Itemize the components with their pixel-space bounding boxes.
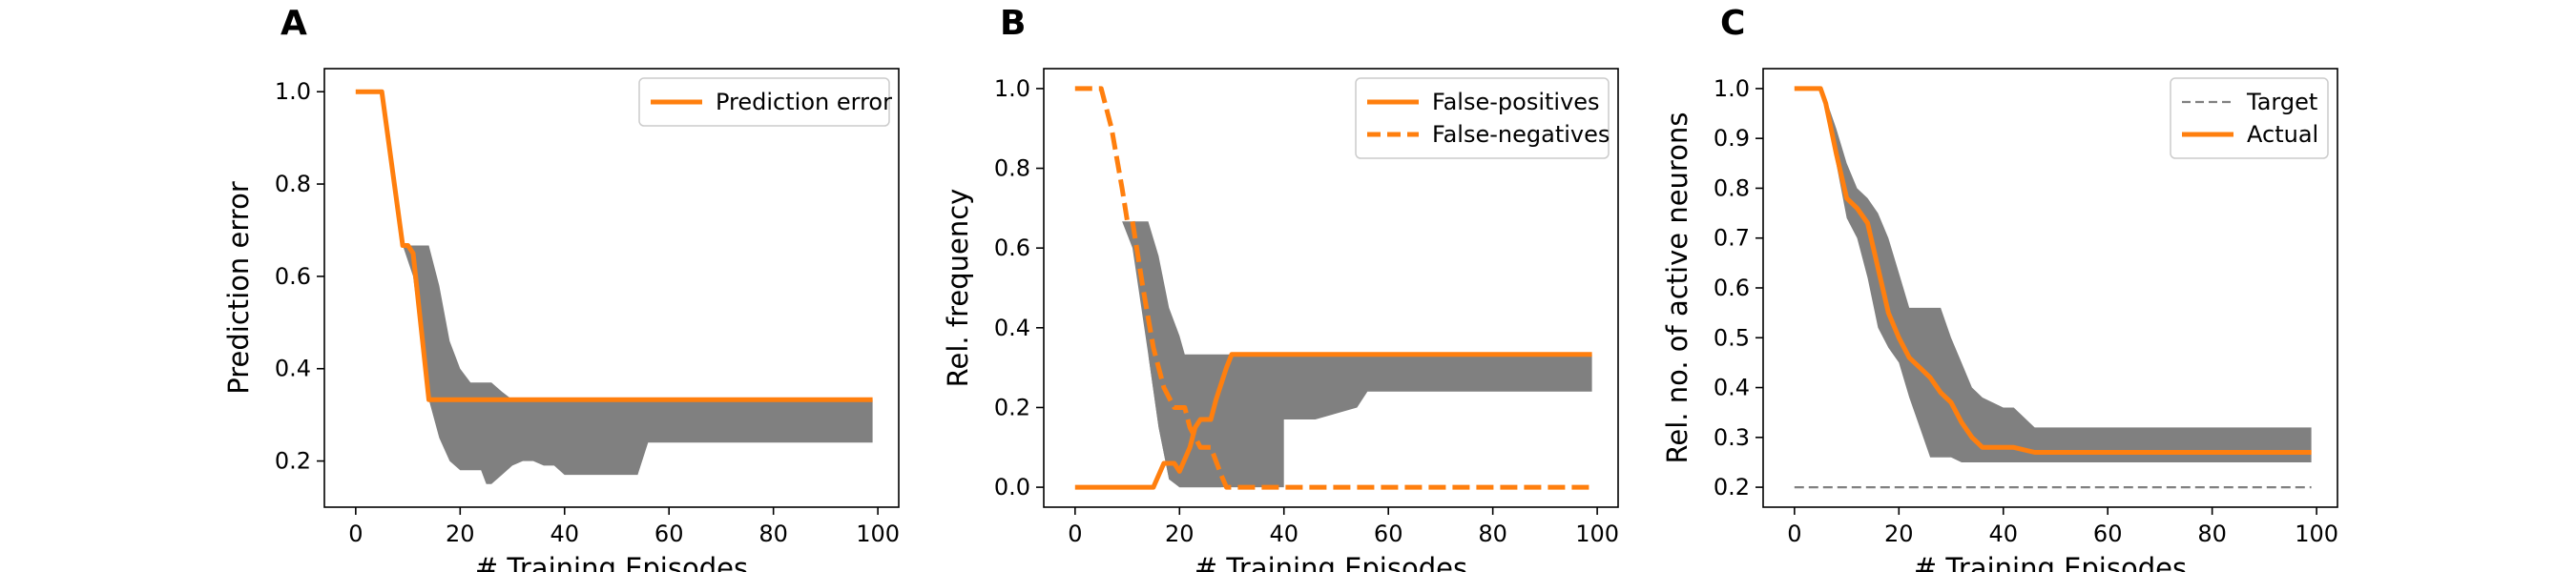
x-tick-label: 60 [654, 521, 684, 547]
x-tick-label: 80 [758, 521, 788, 547]
x-tick-label: 20 [1165, 521, 1195, 547]
x-tick-label: 40 [1988, 521, 2018, 547]
legend-label: Target [2246, 89, 2317, 115]
x-tick-label: 40 [1269, 521, 1298, 547]
legend-box [2170, 77, 2329, 159]
y-tick-label: 0.7 [1714, 225, 1750, 252]
x-tick-label: 100 [2295, 521, 2338, 547]
y-tick-label: 0.8 [1714, 174, 1750, 201]
x-axis-label: # Training Episodes [1195, 552, 1467, 572]
legend: Prediction error [638, 77, 892, 127]
panel-letter: A [280, 4, 307, 43]
panel-a: 0 20 40 60 80 100 0.2 0.4 0.6 0.8 1.0 # Training Ep… [222, 4, 900, 572]
x-tick-label: 100 [856, 521, 900, 547]
y-tick-label: 0.4 [275, 356, 311, 382]
plot-area [1074, 86, 1592, 490]
variability-band [1148, 354, 1284, 488]
y-tick-label: 0.2 [1714, 474, 1750, 500]
y-tick-label: 0.6 [994, 235, 1030, 261]
y-tick-label: 1.0 [275, 78, 311, 105]
x-tick-label: 20 [1884, 521, 1914, 547]
x-axis-label: # Training Episodes [475, 552, 748, 572]
y-tick-label: 1.0 [1714, 75, 1750, 102]
legend-label: Prediction error [716, 89, 892, 115]
x-tick-label: 60 [1374, 521, 1403, 547]
y-tick-label: 0.0 [994, 474, 1030, 500]
x-tick-label: 40 [550, 521, 579, 547]
y-tick-label: 1.0 [994, 75, 1030, 102]
legend-label: False-negatives [1432, 121, 1610, 148]
variability-band [403, 245, 873, 484]
x-tick-label: 20 [446, 521, 475, 547]
series-line-false-positives [1074, 352, 1592, 490]
legend-label: Actual [2247, 121, 2318, 148]
panel-letter: B [1000, 4, 1026, 43]
x-tick-label: 0 [348, 521, 363, 547]
variability-band [1820, 88, 2312, 463]
panel-letter: C [1720, 4, 1745, 43]
y-tick-label: 0.6 [275, 263, 311, 290]
x-axis-label: # Training Episodes [1914, 552, 2187, 572]
legend: Target Actual [2170, 77, 2329, 159]
plot-area [1794, 86, 2312, 489]
legend: False-positives False-negatives [1355, 77, 1610, 159]
x-tick-label: 0 [1068, 521, 1082, 547]
panel-c: 0 20 40 60 80 100 0.2 0.3 0.4 0.5 0.6 0.7 0.8 0.9 1.0 #… [1661, 4, 2338, 572]
y-tick-label: 0.4 [994, 315, 1030, 341]
y-tick-label: 0.4 [1714, 375, 1750, 401]
y-axis-label: Rel. frequency [942, 189, 974, 388]
x-tick-label: 80 [2197, 521, 2227, 547]
axes-frame [1043, 68, 1619, 508]
y-tick-label: 0.3 [1714, 424, 1750, 451]
y-tick-label: 0.2 [994, 394, 1030, 420]
series-line-false-negatives [1074, 86, 1592, 490]
plot-area [355, 89, 873, 484]
y-axis-label: Rel. no. of active neurons [1661, 112, 1693, 464]
y-tick-label: 0.9 [1714, 125, 1750, 152]
y-tick-label: 0.6 [1714, 275, 1750, 301]
y-tick-label: 0.2 [275, 448, 311, 475]
legend-box [638, 77, 890, 127]
x-tick-label: 80 [1478, 521, 1507, 547]
y-tick-label: 0.5 [1714, 324, 1750, 351]
axes-frame [323, 68, 900, 508]
x-tick-label: 0 [1787, 521, 1801, 547]
legend-label: False-positives [1432, 89, 1600, 115]
series-line-prediction-error [355, 89, 873, 402]
series-line-actual [1794, 86, 2312, 455]
y-axis-label: Prediction error [222, 181, 255, 395]
legend-box [1355, 77, 1610, 159]
x-tick-label: 100 [1575, 521, 1619, 547]
y-tick-label: 0.8 [994, 155, 1030, 182]
y-tick-label: 0.8 [275, 171, 311, 197]
x-tick-label: 60 [2093, 521, 2123, 547]
panel-b: 0 20 40 60 80 100 0.0 0.2 0.4 0.6 0.8 1.0 # Training… [942, 4, 1619, 572]
